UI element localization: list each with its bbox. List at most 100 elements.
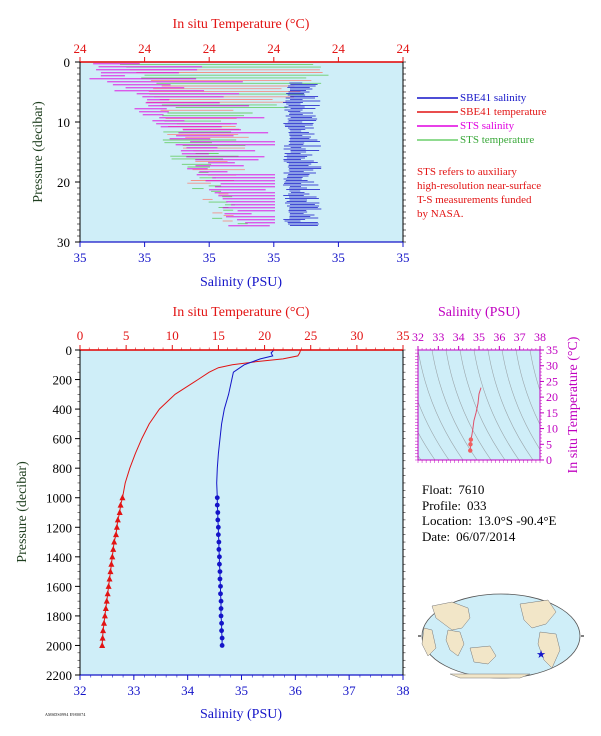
temperature-point <box>99 634 106 641</box>
top-sal-tick-label: 35 <box>74 250 87 265</box>
ts-sal-tick-label: 33 <box>432 330 444 344</box>
temperature-point <box>110 545 117 552</box>
ts-temp-tick-label: 25 <box>546 374 558 388</box>
float-row: Float: 7610 <box>422 482 556 498</box>
legend-item-sbe41-temperature: SBE41 temperature <box>417 106 547 118</box>
temperature-point <box>99 641 106 648</box>
top-pressure-tick-label: 10 <box>57 115 70 130</box>
bottom-sal-tick-label: 36 <box>289 683 303 698</box>
salinity-point <box>214 495 220 501</box>
ts-temp-tick-label: 30 <box>546 359 558 373</box>
ts-trace <box>468 387 482 453</box>
location-value: 13.0°S -90.4°E <box>477 513 557 528</box>
bottom-pressure-tick-label: 600 <box>53 432 73 447</box>
temperature-point <box>107 568 114 575</box>
bottom-panel: 0 5 10 15 20 25 30 35 32 33 34 35 36 37 38 0 200 400 600 80… <box>15 305 410 722</box>
legend-label: SBE41 temperature <box>460 106 547 118</box>
salinity-point <box>218 613 224 619</box>
top-temp-tick-label: 24 <box>397 41 411 56</box>
salinity-point <box>219 628 224 634</box>
temperature-point <box>101 612 108 619</box>
top-temp-tick-label: 24 <box>203 41 217 56</box>
map-land-australia <box>469 645 497 665</box>
profile-value: 033 <box>467 497 487 513</box>
ts-density-contour <box>418 400 450 460</box>
bottom-sal-tick-label: 33 <box>127 683 140 698</box>
top-sal-tick-label: 35 <box>138 250 151 265</box>
bottom-sal-axis-title: Salinity (PSU) <box>200 707 282 722</box>
salinity-point <box>218 583 223 589</box>
top-pressure-tick-label: 30 <box>57 235 70 250</box>
bottom-pressure-tick-label: 1400 <box>46 550 72 565</box>
map-land <box>421 599 561 679</box>
top-sal-tick-label: 35 <box>203 250 216 265</box>
top-pressure-axis-title: Pressure (decibar) <box>31 101 46 203</box>
legend-item-sts-salinity: STS salinity <box>417 120 515 132</box>
legend-item-sts-temperature: STS temperature <box>417 134 534 146</box>
salinity-point <box>218 606 224 611</box>
ts-temp-tick-label: 5 <box>546 437 552 451</box>
bottom-pressure-tick-label: 0 <box>66 343 73 358</box>
ts-density-contour <box>529 350 540 392</box>
map-land-asia <box>431 601 471 631</box>
bottom-sal-tick-label: 38 <box>397 683 410 698</box>
map-land-north-america <box>519 599 557 629</box>
bottom-pressure-tick-label: 2200 <box>46 668 72 683</box>
top-temp-tick-label: 24 <box>74 41 88 56</box>
ts-density-contour <box>418 431 436 460</box>
float-location-marker-icon: ★ <box>536 649 546 661</box>
ts-temp-tick-label: 20 <box>546 390 558 404</box>
map-land-antarctica <box>449 673 531 679</box>
bottom-sal-tick-label: 37 <box>343 683 357 698</box>
float-info: Float: 7610 Profile: 033 Location: 13.0°S -… <box>422 482 556 544</box>
ts-sal-tick-label: 35 <box>473 330 485 344</box>
date-value: 06/07/2014 <box>456 528 516 544</box>
top-pressure-tick-label: 0 <box>64 55 71 70</box>
salinity-point <box>217 554 222 560</box>
temperature-point <box>100 619 107 626</box>
bottom-pressure-tick-label: 1200 <box>46 520 72 535</box>
sts-note-line: by NASA. <box>417 208 464 220</box>
float-value: 7610 <box>458 482 485 497</box>
bottom-temp-tick-label: 30 <box>350 328 363 343</box>
temperature-point <box>106 575 113 582</box>
ts-point <box>468 442 473 447</box>
ts-sal-axis-title: Salinity (PSU) <box>438 305 520 320</box>
temperature-point <box>100 627 107 634</box>
legend-label: STS salinity <box>460 120 515 132</box>
salinity-point <box>214 502 220 508</box>
ts-density-contour <box>487 350 534 460</box>
ts-density-contour <box>445 350 492 460</box>
legend-label: SBE41 salinity <box>460 92 527 104</box>
temperature-point <box>114 516 121 523</box>
bottom-temp-tick-label: 25 <box>304 328 317 343</box>
top-plot-area <box>80 62 403 242</box>
sts-note-line: high-resolution near-surface <box>417 180 541 192</box>
temperature-point <box>108 560 115 567</box>
temperature-point <box>102 605 109 612</box>
sts-note-line: STS refers to auxiliary <box>417 166 517 178</box>
footnote: AMSDS0994 E980074 <box>45 712 86 717</box>
bottom-sal-tick-label: 35 <box>235 683 248 698</box>
world-map: ★ <box>418 593 584 679</box>
temperature-point <box>111 538 118 545</box>
salinity-point <box>216 547 222 552</box>
salinity-point <box>215 524 221 530</box>
ts-density-contour <box>473 350 520 460</box>
ts-plot-area <box>418 350 540 460</box>
top-pressure-tick-label: 20 <box>57 175 70 190</box>
bottom-temp-tick-label: 0 <box>77 328 84 343</box>
salinity-point <box>218 598 224 604</box>
salinity-point <box>217 576 223 582</box>
temperature-point <box>105 582 112 589</box>
ts-temp-tick-label: 10 <box>546 422 558 436</box>
temperature-point <box>104 590 111 597</box>
bottom-plot-area <box>80 350 403 675</box>
bottom-sal-tick-label: 34 <box>181 683 195 698</box>
salinity-point <box>219 635 225 641</box>
ts-temp-tick-label: 15 <box>546 406 558 420</box>
bottom-temp-tick-label: 5 <box>123 328 130 343</box>
legend: SBE41 salinity SBE41 temperature STS sal… <box>417 92 547 146</box>
top-temp-tick-label: 24 <box>138 41 152 56</box>
